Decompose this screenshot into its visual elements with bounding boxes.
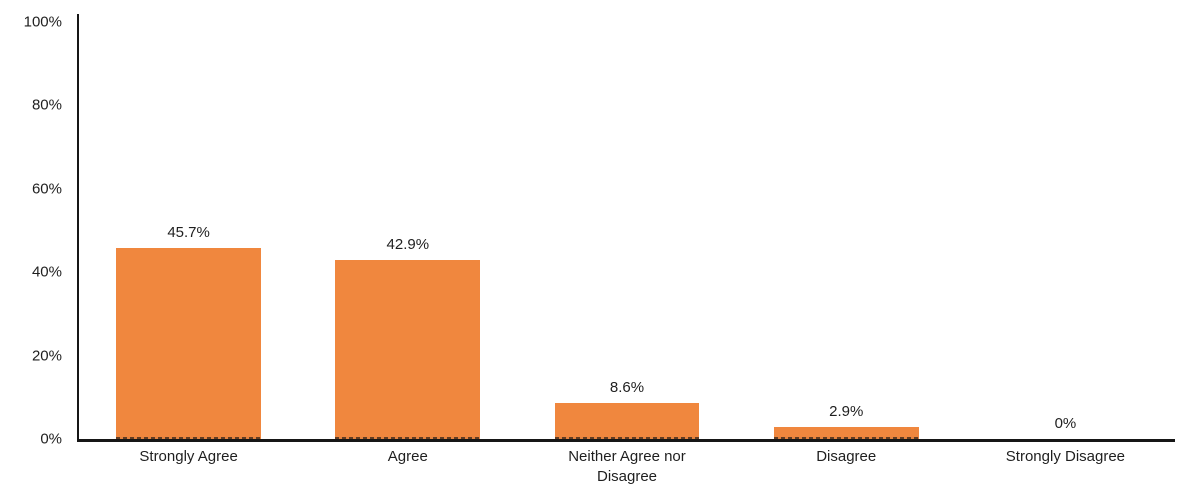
y-tick-label: 20% xyxy=(31,347,62,365)
category-label: Neither Agree nor Disagree xyxy=(568,448,686,485)
bar xyxy=(554,403,700,439)
bar-slot: 2.9% xyxy=(737,22,956,440)
bar-slot: 8.6% xyxy=(517,22,736,439)
bar-slot: 42.9% xyxy=(298,22,517,439)
category-label: Strongly Agree xyxy=(139,448,238,465)
x-axis-category-labels: Strongly Agree Agree Neither Agree nor Dis… xyxy=(79,447,1175,487)
bar xyxy=(116,248,261,439)
y-tick-label: 80% xyxy=(31,96,62,114)
bar-value-label: 8.6% xyxy=(609,379,645,397)
x-axis-line xyxy=(77,439,1175,442)
y-tick-label: 100% xyxy=(23,13,62,31)
y-tick-label: 60% xyxy=(31,180,62,198)
bar-value-label: 42.9% xyxy=(386,236,430,254)
plot-area: 45.7% 42.9% 8.6% 2.9% 0% xyxy=(79,22,1175,440)
category-label: Strongly Disagree xyxy=(1005,448,1126,465)
bar xyxy=(773,426,919,440)
y-tick-label: 0% xyxy=(40,430,62,448)
y-tick-label: 40% xyxy=(31,263,62,281)
category-label: Disagree xyxy=(816,448,877,465)
bar-value-label: 0% xyxy=(1054,415,1077,432)
category-label: Agree xyxy=(387,448,428,465)
bar-value-label: 45.7% xyxy=(167,224,210,242)
bar-value-label: 2.9% xyxy=(829,402,864,420)
y-axis-tick-labels: 0% 20% 40% 60% 80% 100% xyxy=(0,0,62,500)
bar-slot: 0% xyxy=(956,22,1175,439)
bar xyxy=(335,260,481,439)
y-axis-line xyxy=(77,14,79,441)
bar-slot: 45.7% xyxy=(79,22,298,439)
